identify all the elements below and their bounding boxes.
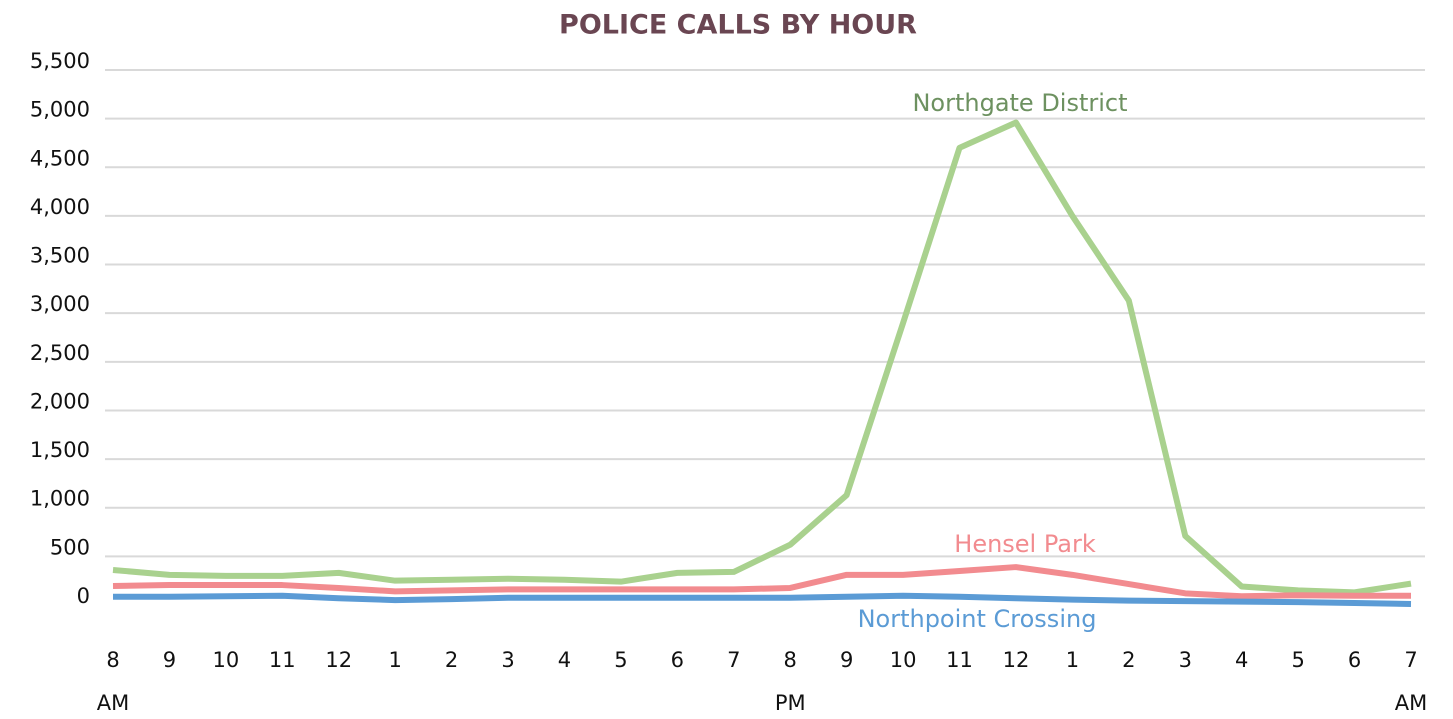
- x-tick-label: 2: [445, 648, 458, 672]
- y-tick-label: 4,000: [30, 195, 90, 219]
- series-label: Northpoint Crossing: [858, 605, 1097, 633]
- x-tick-label: 12: [1003, 648, 1030, 672]
- x-period-label: PM: [775, 691, 806, 715]
- y-tick-label: 0: [77, 584, 90, 608]
- x-tick-label: 5: [614, 648, 627, 672]
- x-tick-label: 4: [558, 648, 571, 672]
- x-tick-label: 11: [269, 648, 296, 672]
- x-tick-label: 9: [840, 648, 853, 672]
- y-tick-label: 2,500: [30, 341, 90, 365]
- x-period-label: AM: [1395, 691, 1427, 715]
- x-tick-label: 12: [325, 648, 352, 672]
- x-tick-label: 8: [106, 648, 119, 672]
- x-tick-label: 1: [1066, 648, 1079, 672]
- series-label: Hensel Park: [954, 530, 1096, 558]
- series-label: Northgate District: [912, 89, 1127, 117]
- y-tick-label: 5,000: [30, 98, 90, 122]
- y-tick-label: 1,500: [30, 438, 90, 462]
- series-line: [113, 592, 1412, 608]
- chart-title: POLICE CALLS BY HOUR: [559, 10, 917, 41]
- x-tick-label: 11: [946, 648, 973, 672]
- x-tick-label: 10: [213, 648, 240, 672]
- x-tick-label: 3: [1179, 648, 1192, 672]
- x-tick-label: 3: [501, 648, 514, 672]
- y-tick-label: 3,500: [30, 244, 90, 268]
- x-period-label: AM: [97, 691, 129, 715]
- y-tick-label: 500: [50, 535, 90, 559]
- y-tick-label: 5,500: [30, 49, 90, 73]
- y-tick-label: 2,000: [30, 389, 90, 413]
- series-line: [112, 564, 1411, 600]
- x-tick-label: 4: [1235, 648, 1248, 672]
- x-tick-label: 10: [890, 648, 917, 672]
- x-tick-label: 5: [1291, 648, 1304, 672]
- x-tick-label: 2: [1122, 648, 1135, 672]
- series-line: [112, 119, 1412, 596]
- x-tick-label: 1: [388, 648, 401, 672]
- x-tick-label: 8: [784, 648, 797, 672]
- x-tick-label: 6: [1348, 648, 1361, 672]
- y-tick-label: 3,000: [30, 292, 90, 316]
- x-tick-label: 7: [727, 648, 740, 672]
- x-tick-label: 9: [163, 648, 176, 672]
- x-tick-label: 6: [671, 648, 684, 672]
- x-tick-label: 7: [1404, 648, 1417, 672]
- y-tick-label: 1,000: [30, 487, 90, 511]
- y-tick-label: 4,500: [30, 146, 90, 170]
